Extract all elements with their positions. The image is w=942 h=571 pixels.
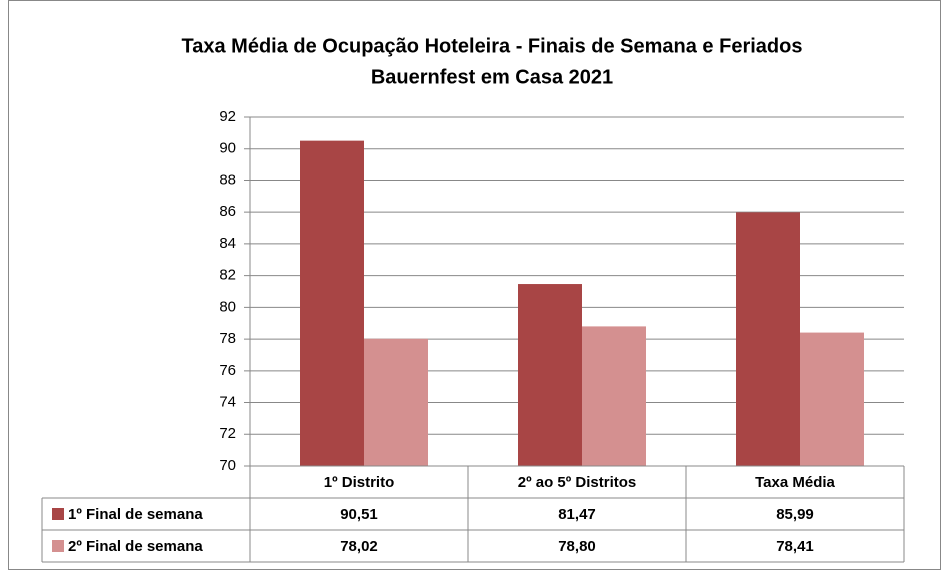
x-tick-label: 1º Distrito [324, 474, 395, 491]
table-value: 85,99 [776, 506, 814, 523]
x-tick-label: 2º ao 5º Distritos [518, 474, 637, 491]
y-tick-label: 72 [219, 425, 236, 442]
bar [364, 338, 428, 466]
y-tick-label: 86 [219, 203, 236, 220]
legend-label: 1º Final de semana [68, 506, 203, 523]
table-value: 90,51 [340, 506, 378, 523]
legend-swatch [52, 540, 64, 552]
y-tick-label: 88 [219, 171, 236, 188]
y-tick-label: 84 [219, 235, 236, 252]
chart-title: Taxa Média de Ocupação Hoteleira - Finai… [182, 35, 803, 57]
bar [736, 212, 800, 466]
y-tick-label: 70 [219, 457, 236, 474]
bar [800, 332, 864, 466]
table-value: 78,41 [776, 538, 814, 555]
y-tick-label: 92 [219, 108, 236, 125]
y-tick-label: 74 [219, 394, 236, 411]
y-tick-label: 90 [219, 140, 236, 157]
legend-swatch [52, 508, 64, 520]
y-tick-label: 76 [219, 362, 236, 379]
bar [518, 284, 582, 466]
legend-label: 2º Final de semana [68, 538, 203, 555]
chart-subtitle: Bauernfest em Casa 2021 [371, 66, 613, 88]
table-value: 81,47 [558, 506, 596, 523]
y-tick-label: 82 [219, 267, 236, 284]
x-tick-label: Taxa Média [755, 474, 835, 491]
bar [582, 326, 646, 466]
y-tick-label: 78 [219, 330, 236, 347]
table-value: 78,02 [340, 538, 378, 555]
table-value: 78,80 [558, 538, 596, 555]
bar [300, 140, 364, 466]
y-tick-label: 80 [219, 298, 236, 315]
